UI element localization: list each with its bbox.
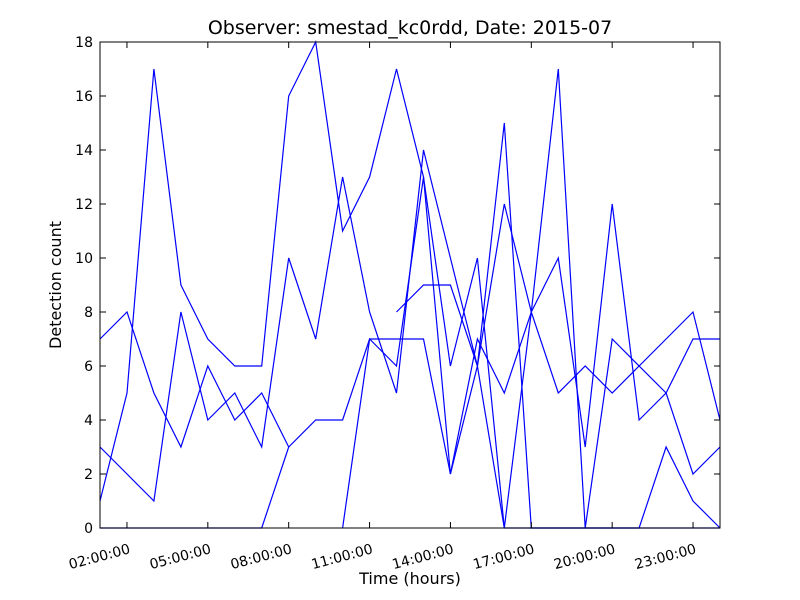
y-tick-label: 0 [84,521,93,537]
y-tick-label: 6 [84,359,93,375]
series-line-1 [99,310,720,475]
y-tick-label: 2 [84,467,93,483]
x-tick-label: 23:00:00 [633,541,698,573]
series-line-2 [99,40,720,529]
x-tick-label: 17:00:00 [471,541,536,573]
x-axis-title: Time (hours) [358,569,461,588]
y-axis: 0 2 4 6 8 10 12 14 16 18 [75,35,720,537]
x-tick-label: 20:00:00 [552,541,617,573]
series-line-4 [100,203,721,529]
plot-frame [99,41,721,529]
y-tick-label: 16 [75,89,93,105]
series-layer [99,40,721,529]
y-tick-label: 14 [75,143,93,159]
y-tick-label: 4 [84,413,93,429]
y-tick-label: 18 [75,35,93,51]
y-tick-label: 12 [75,197,93,213]
y-tick-label: 8 [84,305,93,321]
series-line-5 [342,68,721,529]
x-axis: 02:00:00 05:00:00 08:00:00 11:00:00 14:00:00… [67,42,698,573]
x-tick-label: 05:00:00 [148,541,213,573]
y-axis-title: Detection count [46,221,65,349]
chart-title: Observer: smestad_kc0rdd, Date: 2015-07 [208,17,612,39]
x-tick-label: 02:00:00 [67,541,132,573]
y-tick-label: 10 [75,251,93,267]
x-tick-label: 08:00:00 [229,541,294,573]
